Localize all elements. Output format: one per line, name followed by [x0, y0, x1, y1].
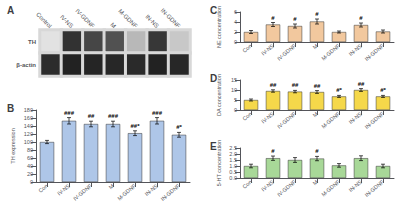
- svg-text:M: M: [312, 178, 320, 186]
- svg-text:TH expression: TH expression: [10, 128, 16, 163]
- svg-text:IV-GDNF: IV-GDNF: [276, 110, 297, 129]
- svg-text:15: 15: [231, 77, 237, 83]
- svg-text:160: 160: [24, 115, 33, 121]
- svg-text:IN-GDNF: IN-GDNF: [364, 110, 386, 130]
- svg-text:C: C: [210, 5, 217, 16]
- svg-text:###: ###: [64, 110, 75, 116]
- svg-text:D: D: [210, 73, 217, 84]
- svg-text:#*: #*: [380, 87, 386, 93]
- svg-text:4: 4: [234, 19, 237, 25]
- svg-text:0.5: 0.5: [229, 169, 237, 175]
- svg-text:40: 40: [27, 163, 33, 169]
- svg-text:β-actin: β-actin: [16, 62, 36, 68]
- svg-text:IV-NS: IV-NS: [56, 182, 71, 196]
- svg-text:2.5: 2.5: [229, 145, 237, 151]
- svg-text:0: 0: [234, 107, 237, 113]
- svg-text:TH: TH: [28, 39, 36, 45]
- svg-text:IV-GDNF: IV-GDNF: [276, 42, 297, 61]
- svg-text:10: 10: [231, 87, 237, 93]
- svg-text:##: ##: [292, 82, 299, 88]
- svg-text:M-GDNF: M-GDNF: [320, 110, 341, 129]
- svg-text:M: M: [108, 182, 116, 190]
- svg-text:2.0: 2.0: [229, 151, 237, 157]
- svg-text:##: ##: [358, 81, 365, 87]
- svg-text:NE concentration: NE concentration: [216, 5, 222, 49]
- svg-text:5: 5: [234, 97, 237, 103]
- svg-text:20: 20: [27, 171, 33, 177]
- svg-text:IV-NS: IV-NS: [59, 14, 74, 29]
- svg-text:M-GDNF: M-GDNF: [116, 182, 137, 201]
- svg-text:180: 180: [24, 107, 33, 113]
- svg-text:2: 2: [234, 29, 237, 35]
- svg-text:Con: Con: [241, 111, 253, 122]
- svg-text:#*: #*: [336, 87, 342, 93]
- svg-text:A: A: [7, 5, 14, 16]
- svg-text:##: ##: [314, 83, 321, 89]
- svg-text:M: M: [109, 21, 117, 29]
- svg-text:IV-GDNF: IV-GDNF: [72, 182, 93, 201]
- svg-text:6: 6: [234, 9, 237, 15]
- svg-text:IN-NS: IN-NS: [348, 178, 364, 192]
- svg-text:5-HT concentration: 5-HT concentration: [216, 140, 222, 187]
- svg-text:Con: Con: [241, 43, 253, 54]
- svg-text:DA concentration: DA concentration: [216, 74, 222, 116]
- svg-text:IN-GDNF: IN-GDNF: [160, 7, 182, 29]
- svg-text:IN-GDNF: IN-GDNF: [160, 182, 182, 202]
- svg-text:1.5: 1.5: [229, 157, 237, 163]
- svg-text:B: B: [7, 103, 14, 114]
- svg-text:IV-GDNF: IV-GDNF: [276, 178, 297, 197]
- svg-text:140: 140: [24, 123, 33, 129]
- svg-text:#: #: [315, 148, 319, 154]
- svg-text:#*: #*: [176, 124, 182, 130]
- svg-text:IV-NS: IV-NS: [260, 42, 275, 56]
- svg-text:#: #: [293, 16, 297, 22]
- svg-text:IN-GDNF: IN-GDNF: [364, 42, 386, 62]
- svg-text:M-GDNF: M-GDNF: [320, 42, 341, 61]
- svg-text:IN-GDNF: IN-GDNF: [364, 178, 386, 198]
- svg-text:#: #: [359, 15, 363, 21]
- svg-text:##: ##: [88, 113, 95, 119]
- svg-text:##*: ##*: [130, 123, 140, 129]
- svg-text:#: #: [271, 15, 275, 21]
- svg-text:0: 0: [234, 39, 237, 45]
- svg-text:#: #: [315, 11, 319, 17]
- svg-text:IN-NS: IN-NS: [144, 13, 160, 29]
- svg-text:120: 120: [24, 131, 33, 137]
- svg-text:###: ###: [152, 110, 163, 116]
- svg-text:IV-GDNF: IV-GDNF: [74, 8, 96, 30]
- svg-text:#: #: [271, 148, 275, 154]
- svg-text:Control: Control: [35, 11, 53, 29]
- svg-text:###: ###: [108, 113, 119, 119]
- svg-text:Con: Con: [241, 179, 253, 190]
- svg-text:IV-NS: IV-NS: [260, 178, 275, 192]
- svg-text:M: M: [312, 42, 320, 50]
- svg-text:80: 80: [27, 147, 33, 153]
- svg-text:Con: Con: [37, 183, 49, 194]
- svg-text:1.0: 1.0: [229, 163, 237, 169]
- svg-text:##: ##: [270, 82, 277, 88]
- svg-text:IV-NS: IV-NS: [260, 110, 275, 124]
- svg-text:0: 0: [30, 179, 33, 185]
- svg-text:M: M: [312, 110, 320, 118]
- svg-text:IN-NS: IN-NS: [348, 110, 364, 124]
- svg-text:100: 100: [24, 139, 33, 145]
- svg-text:M-GDNF: M-GDNF: [320, 178, 341, 197]
- svg-text:IN-NS: IN-NS: [348, 42, 364, 56]
- svg-text:60: 60: [27, 155, 33, 161]
- svg-text:0.0: 0.0: [229, 175, 237, 181]
- svg-text:E: E: [210, 141, 217, 152]
- svg-text:M-GDNF: M-GDNF: [117, 8, 138, 29]
- svg-text:IN-NS: IN-NS: [144, 182, 160, 196]
